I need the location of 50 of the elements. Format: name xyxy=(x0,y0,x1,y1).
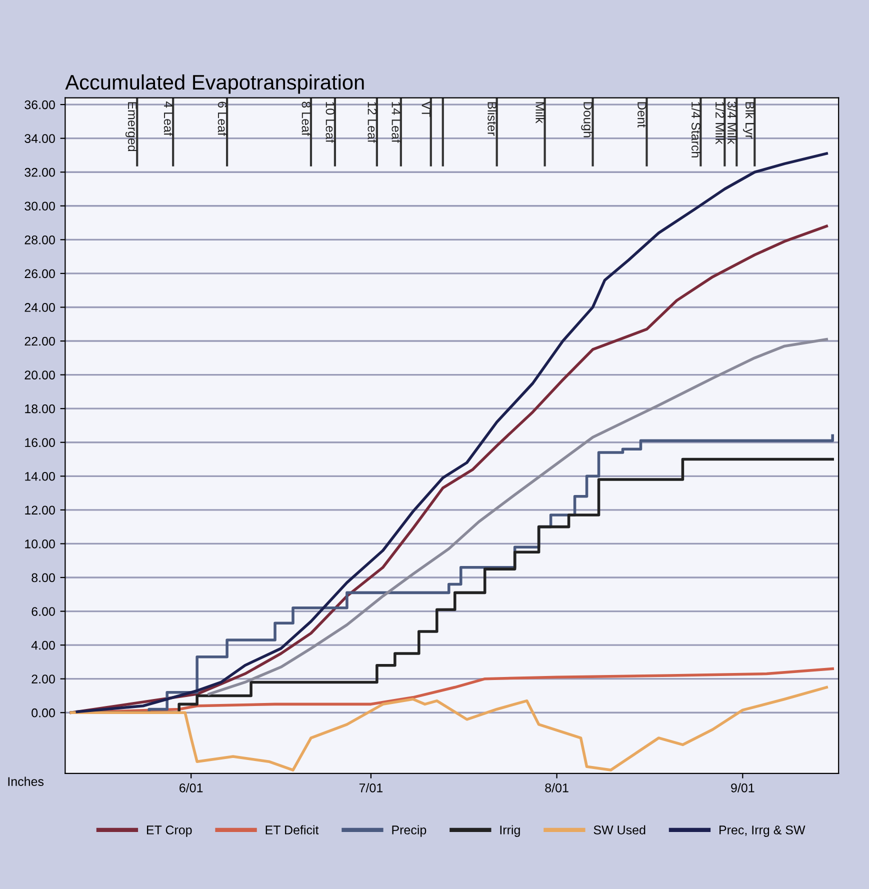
ref-line-label: Dough xyxy=(581,102,593,138)
y-tick-label: 10.00 xyxy=(25,540,55,548)
y-tick-label: 8.00 xyxy=(32,573,55,582)
y-tick-label: 30.00 xyxy=(24,202,55,211)
line-series xyxy=(70,686,828,772)
ref-line-label: VT xyxy=(422,101,430,117)
line-series xyxy=(208,338,828,696)
line-series xyxy=(70,667,834,714)
ref-line-label: Blister xyxy=(488,102,497,136)
x-tick-label: 9/01 xyxy=(731,783,754,792)
ref-line-label: 14 Leaf xyxy=(392,102,401,143)
y-tick-label: 0.00 xyxy=(32,708,55,718)
ref-line-label: 3/4 Milk xyxy=(727,102,737,144)
ref-line-label: Dent xyxy=(638,102,646,128)
legend-label: ET Deficit xyxy=(266,825,319,834)
y-tick-label: 14.00 xyxy=(25,472,55,481)
chart-title: Accumulated Evapotranspiration xyxy=(65,74,364,94)
ref-line-label: Emerged xyxy=(125,102,138,152)
ref-line-label: 1/4 Starch xyxy=(692,102,701,158)
legend-label: Prec, Irrg & SW xyxy=(720,826,806,837)
y-axis-title: Inches xyxy=(8,776,44,786)
x-tick-label: 8/01 xyxy=(545,783,568,792)
ref-line-label: 12 Leaf xyxy=(368,102,377,143)
y-tick-label: 20.00 xyxy=(24,370,55,380)
y-tick-label: 18.00 xyxy=(25,404,55,414)
legend-label: Precip xyxy=(392,825,426,837)
y-tick-label: 4.00 xyxy=(31,640,55,650)
y-tick-label: 24.00 xyxy=(24,303,55,312)
ref-line-label: 6 Leaf xyxy=(218,102,228,136)
y-tick-label: 36.00 xyxy=(24,100,55,110)
legend-label: SW Used xyxy=(594,825,646,834)
y-tick-label: 28.00 xyxy=(24,235,55,244)
legend-label: ET Crop xyxy=(146,826,192,837)
y-tick-label: 26.00 xyxy=(24,269,55,278)
y-tick-label: 2.00 xyxy=(32,674,55,684)
y-tick-label: 16.00 xyxy=(25,438,55,448)
x-tick-label: 6/01 xyxy=(180,783,203,792)
ref-line-label: 4 Leaf xyxy=(164,101,174,136)
y-tick-label: 22.00 xyxy=(24,336,55,346)
legend-label: Irrig xyxy=(500,825,520,837)
ref-line-label: 8 Leaf xyxy=(302,102,311,136)
y-tick-label: 6.00 xyxy=(32,607,55,616)
ref-line-label: 10 Leaf xyxy=(326,102,335,143)
y-tick-label: 34.00 xyxy=(24,134,55,143)
y-tick-label: 32.00 xyxy=(24,168,55,177)
ref-line-label: 1/2 Milk xyxy=(715,102,725,144)
y-tick-label: 12.00 xyxy=(25,506,55,515)
ref-line-label: Blk Lyr xyxy=(742,102,755,139)
x-tick-label: 7/01 xyxy=(359,783,382,792)
ref-line-label: Milk xyxy=(536,102,545,124)
